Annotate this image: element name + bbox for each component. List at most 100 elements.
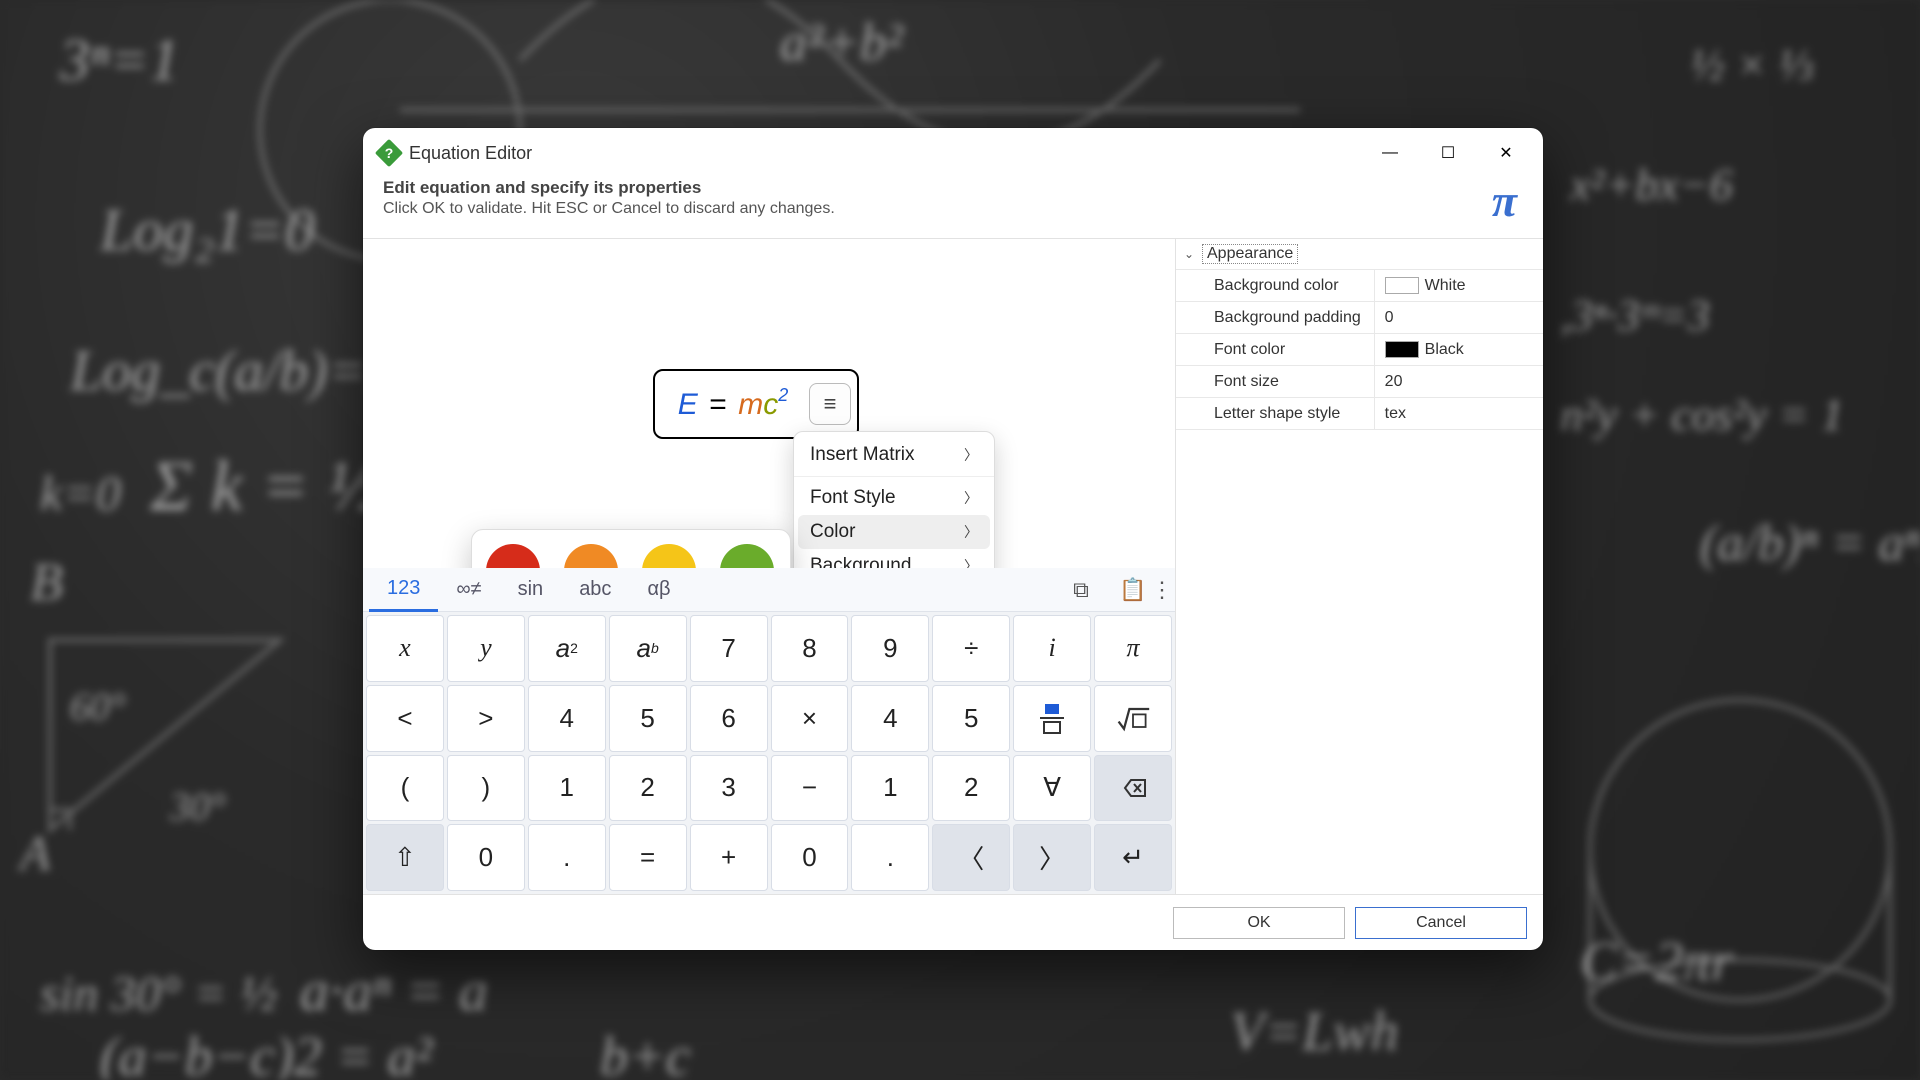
eq-variable-m: m — [738, 388, 763, 421]
key-times[interactable]: × — [771, 685, 849, 752]
key-2b[interactable]: 2 — [932, 755, 1010, 822]
key-dot[interactable]: . — [528, 824, 606, 891]
key-3[interactable]: 3 — [690, 755, 768, 822]
more-icon[interactable]: ⋮ — [1155, 577, 1169, 603]
bg-color-swatch — [1385, 277, 1419, 294]
close-button[interactable]: ✕ — [1477, 133, 1535, 173]
key-right[interactable]: 〉 — [1013, 824, 1091, 891]
equation-menu-button[interactable]: ≡ — [809, 383, 851, 425]
key-i[interactable]: i — [1013, 615, 1091, 682]
key-forall[interactable]: ∀ — [1013, 755, 1091, 822]
menu-insert-matrix[interactable]: Insert Matrix〉 — [794, 438, 994, 472]
menu-font-style[interactable]: Font Style〉 — [794, 481, 994, 515]
key-eq[interactable]: = — [609, 824, 687, 891]
prop-row-bg-padding[interactable]: Background padding0 — [1176, 302, 1543, 334]
eq-exponent: 2 — [778, 385, 788, 405]
svg-text:,3ⁿ·3ᵐ=3: ,3ⁿ·3ᵐ=3 — [1560, 291, 1710, 340]
key-1[interactable]: 1 — [528, 755, 606, 822]
key-fraction[interactable] — [1013, 685, 1091, 752]
key-gt[interactable]: > — [447, 685, 525, 752]
key-lt[interactable]: < — [366, 685, 444, 752]
key-lparen[interactable]: ( — [366, 755, 444, 822]
chevron-right-icon: 〉 — [964, 445, 978, 465]
eq-variable-e: E — [678, 388, 698, 421]
titlebar: Equation Editor — ☐ ✕ — [363, 128, 1543, 178]
tab-123[interactable]: 123 — [369, 568, 438, 612]
tab-abc[interactable]: abc — [561, 568, 629, 612]
prop-row-font-color[interactable]: Font color Black — [1176, 334, 1543, 366]
key-plus[interactable]: + — [690, 824, 768, 891]
svg-text:60°: 60° — [70, 684, 126, 729]
key-dotb[interactable]: . — [851, 824, 929, 891]
equation-box[interactable]: E = mc2 ≡ — [653, 369, 859, 439]
menu-color[interactable]: Color〉 — [798, 515, 990, 549]
key-x[interactable]: x — [366, 615, 444, 682]
copy-icon[interactable]: ⧉ — [1059, 577, 1103, 603]
tab-trig[interactable]: sin — [500, 568, 562, 612]
key-rparen[interactable]: ) — [447, 755, 525, 822]
key-9[interactable]: 9 — [851, 615, 929, 682]
chevron-right-icon: 〉 — [964, 488, 978, 508]
key-a-power-b[interactable]: ab — [609, 615, 687, 682]
tab-greek[interactable]: αβ — [629, 568, 688, 612]
maximize-button[interactable]: ☐ — [1419, 133, 1477, 173]
key-minus[interactable]: − — [771, 755, 849, 822]
svg-text:3ⁿ=1: 3ⁿ=1 — [59, 27, 179, 93]
key-5[interactable]: 5 — [609, 685, 687, 752]
app-icon — [375, 139, 403, 167]
key-0[interactable]: 0 — [447, 824, 525, 891]
svg-text:Log₂1=0: Log₂1=0 — [99, 197, 315, 263]
key-0b[interactable]: 0 — [771, 824, 849, 891]
svg-text:C=2πr: C=2πr — [1580, 931, 1733, 993]
prop-row-letter-style[interactable]: Letter shape styletex — [1176, 398, 1543, 430]
key-7[interactable]: 7 — [690, 615, 768, 682]
key-1b[interactable]: 1 — [851, 755, 929, 822]
dialog-subtext: Click OK to validate. Hit ESC or Cancel … — [383, 200, 835, 218]
section-appearance[interactable]: ⌄ Appearance — [1176, 239, 1543, 269]
minimize-button[interactable]: — — [1361, 133, 1419, 173]
key-a-squared[interactable]: a2 — [528, 615, 606, 682]
pi-logo: π — [1492, 178, 1523, 224]
key-4[interactable]: 4 — [528, 685, 606, 752]
keypad-grid: x y a2 ab 7 8 9 ÷ i π < > 4 5 6 × 4 — [363, 612, 1175, 894]
key-backspace[interactable] — [1094, 755, 1172, 822]
svg-text:b+c: b+c — [600, 1026, 691, 1080]
key-4b[interactable]: 4 — [851, 685, 929, 752]
svg-text:a²+b²: a²+b² — [780, 12, 904, 72]
key-y[interactable]: y — [447, 615, 525, 682]
eq-variable-c: c — [763, 388, 778, 421]
prop-row-bg-color[interactable]: Background color White — [1176, 270, 1543, 302]
key-left[interactable]: 〈 — [932, 824, 1010, 891]
key-8[interactable]: 8 — [771, 615, 849, 682]
dialog-heading: Edit equation and specify its properties — [383, 178, 835, 198]
svg-text:k=0: k=0 — [40, 465, 121, 521]
chevron-down-icon: ⌄ — [1184, 247, 1202, 261]
key-shift[interactable]: ⇧ — [366, 824, 444, 891]
key-5b[interactable]: 5 — [932, 685, 1010, 752]
properties-panel: ⌄ Appearance Background color White Back… — [1175, 239, 1543, 894]
window-title: Equation Editor — [409, 143, 532, 164]
ok-button[interactable]: OK — [1173, 907, 1345, 939]
svg-text:(a−b−c)2 = a²: (a−b−c)2 = a² — [100, 1026, 434, 1080]
svg-text:x²+bx−6: x²+bx−6 — [1569, 159, 1733, 210]
cancel-button[interactable]: Cancel — [1355, 907, 1527, 939]
svg-text:V=Lwh: V=Lwh — [1230, 1001, 1399, 1063]
svg-text:sin 30° = ½: sin 30° = ½ — [40, 965, 277, 1021]
paste-icon[interactable]: 📋 — [1111, 577, 1155, 603]
svg-text:B: B — [30, 552, 63, 612]
key-enter[interactable]: ↵ — [1094, 824, 1172, 891]
tab-symbols[interactable]: ∞≠ — [438, 568, 499, 612]
keypad-tabs: 123 ∞≠ sin abc αβ ⧉ 📋 ⋮ — [363, 568, 1175, 612]
equation-editor-dialog: Equation Editor — ☐ ✕ Edit equation and … — [363, 128, 1543, 950]
key-2[interactable]: 2 — [609, 755, 687, 822]
svg-text:n²y + cos²y = 1: n²y + cos²y = 1 — [1560, 389, 1844, 440]
eq-equals: = — [705, 388, 731, 421]
key-sqrt[interactable] — [1094, 685, 1172, 752]
key-pi[interactable]: π — [1094, 615, 1172, 682]
svg-text:(a/b)ⁿ = aⁿ/bⁿ: (a/b)ⁿ = aⁿ/bⁿ — [1700, 515, 1920, 572]
prop-row-font-size[interactable]: Font size20 — [1176, 366, 1543, 398]
key-divide[interactable]: ÷ — [932, 615, 1010, 682]
key-6[interactable]: 6 — [690, 685, 768, 752]
svg-text:A: A — [17, 825, 51, 881]
equation-canvas[interactable]: E = mc2 ≡ Insert Matrix〉 Font Style〉 Col… — [363, 239, 1175, 894]
